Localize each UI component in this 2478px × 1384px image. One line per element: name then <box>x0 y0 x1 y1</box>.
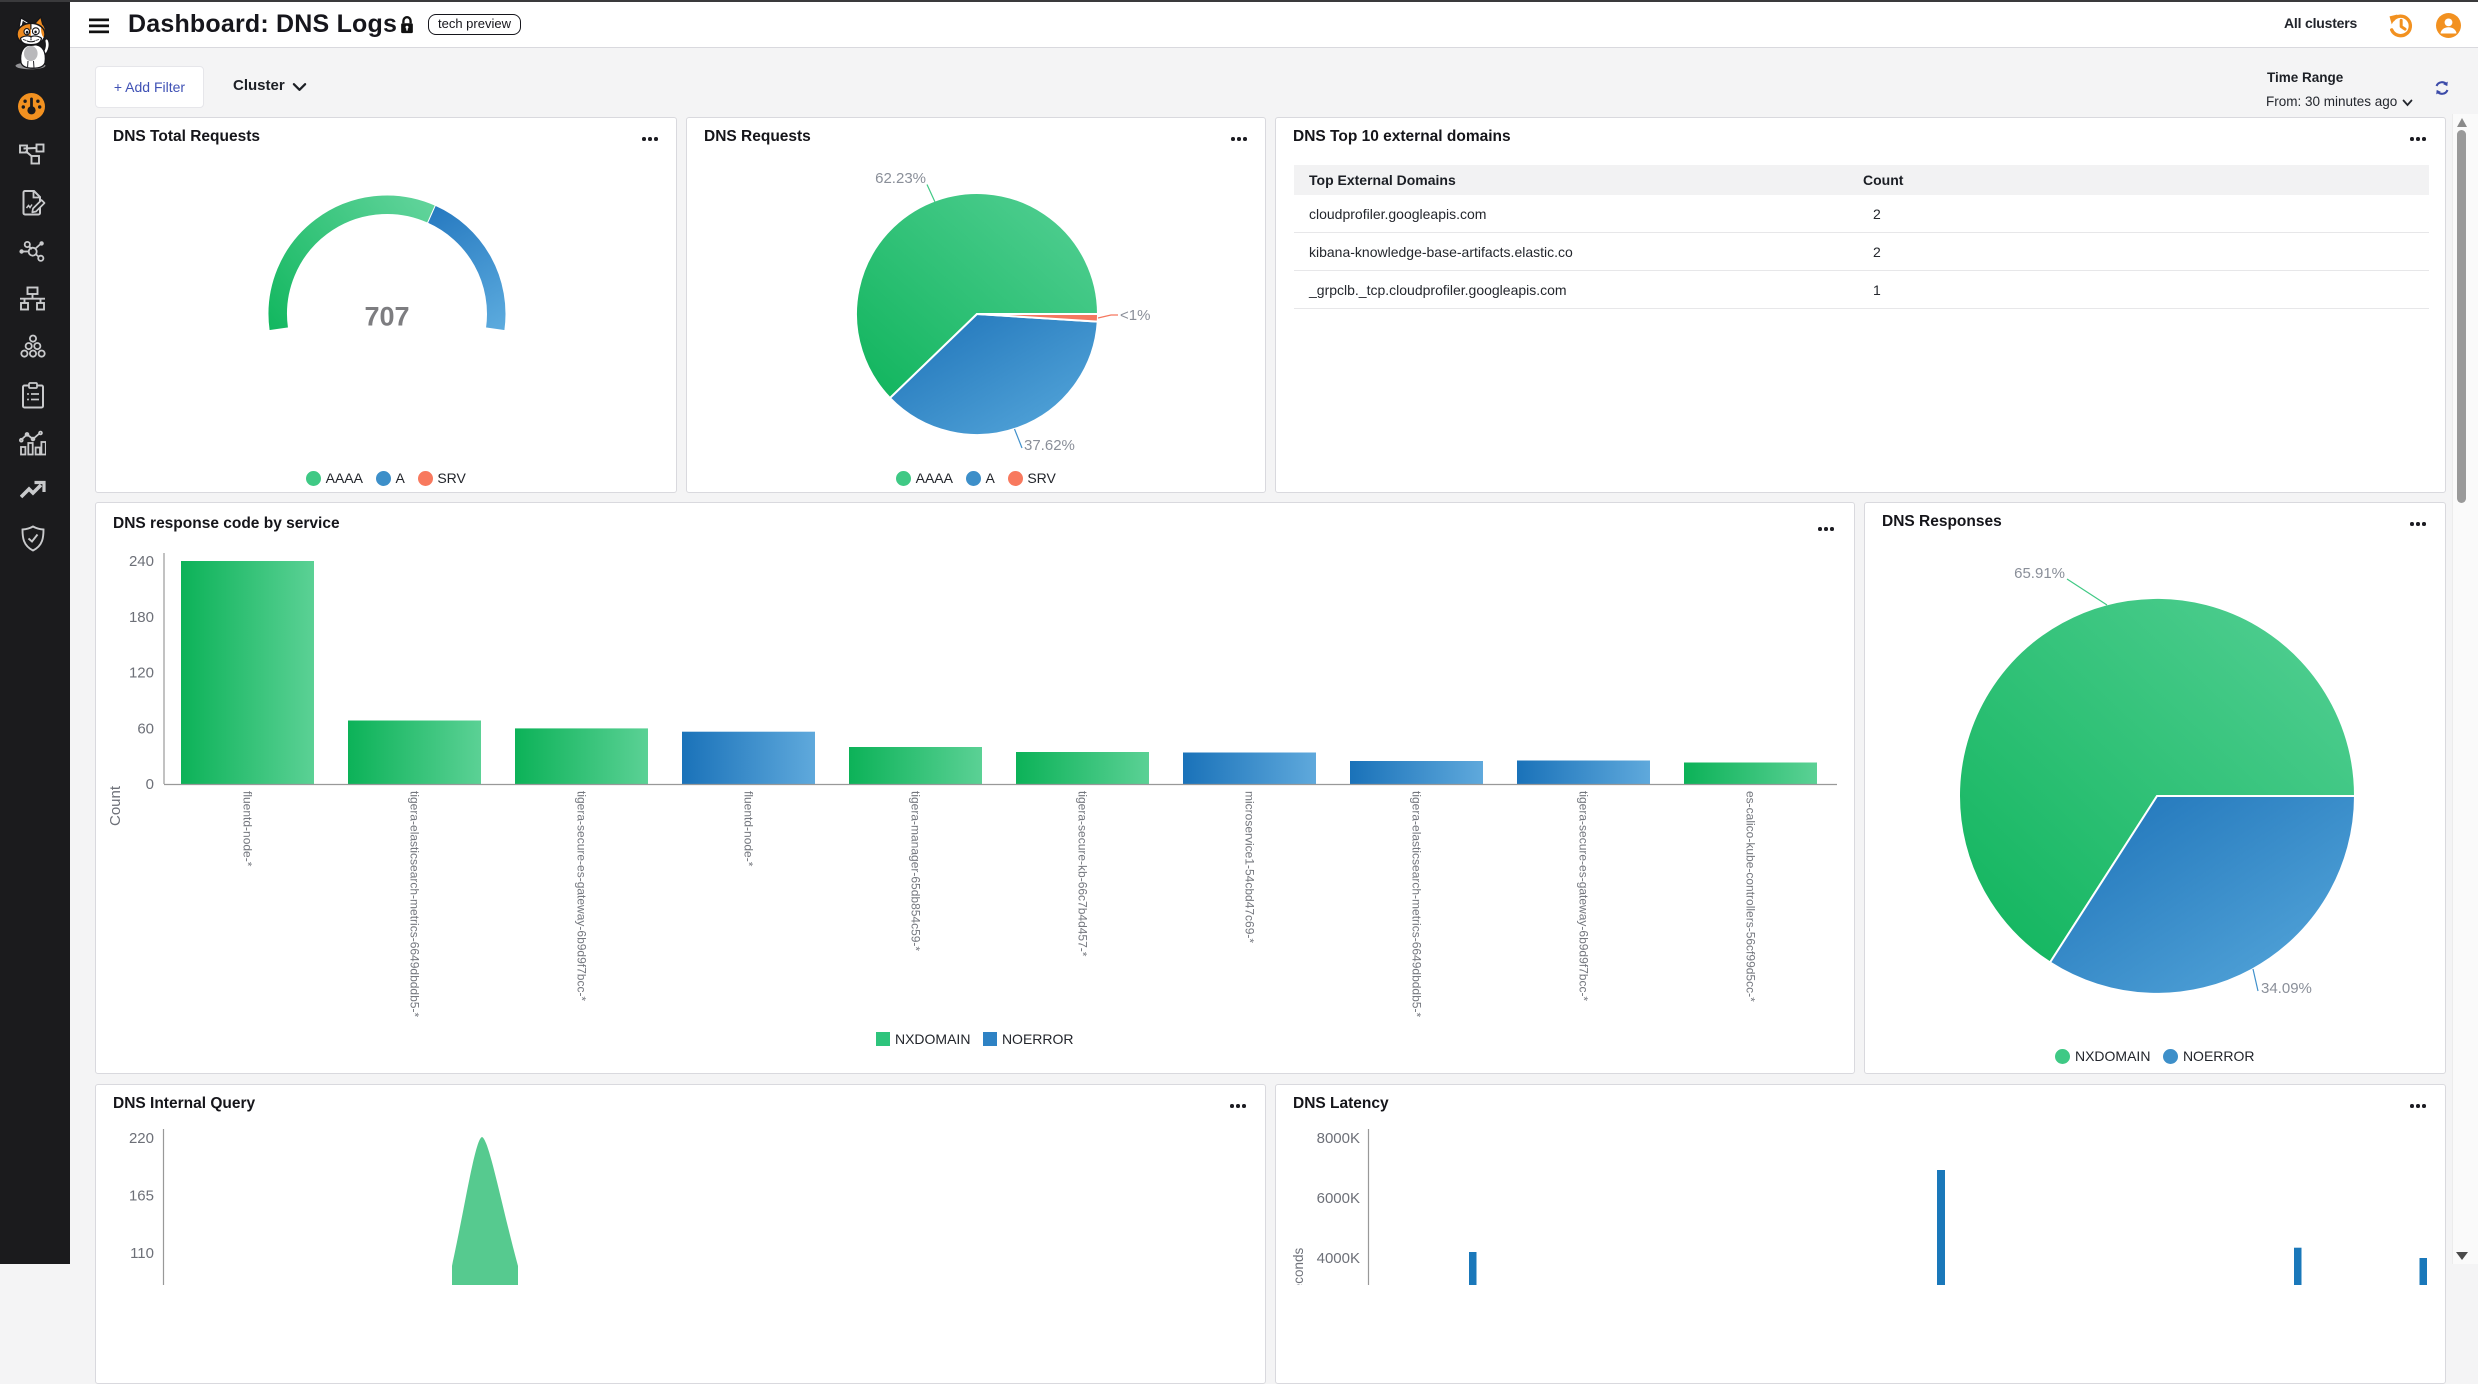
svg-text:60: 60 <box>137 720 154 737</box>
svg-text:Count: Count <box>107 785 124 826</box>
svg-text:165: 165 <box>129 1188 154 1205</box>
svg-text:180: 180 <box>129 609 154 626</box>
svg-text:707: 707 <box>364 302 409 332</box>
svg-text:es-calico-kube-controllers-56c: es-calico-kube-controllers-56cf99d5cc-* <box>1744 791 1758 1002</box>
svg-text:120: 120 <box>129 665 154 682</box>
svg-text:34.09%: 34.09% <box>2261 980 2312 997</box>
svg-text:8000K: 8000K <box>1317 1130 1360 1147</box>
svg-text:62.23%: 62.23% <box>875 170 926 187</box>
svg-text:240: 240 <box>129 553 154 570</box>
svg-text:6000K: 6000K <box>1317 1190 1360 1207</box>
svg-text:microservice1-54cbd47c69-*: microservice1-54cbd47c69-* <box>1243 791 1257 943</box>
svg-text:tigera-secure-kb-66c7b4d457-*: tigera-secure-kb-66c7b4d457-* <box>1076 791 1090 957</box>
svg-text:tigera-secure-es-gateway-6b9d9: tigera-secure-es-gateway-6b9d9f7bcc-* <box>1577 791 1591 1001</box>
svg-text:tigera-elasticsearch-metrics-6: tigera-elasticsearch-metrics-6649dbddb5-… <box>408 791 422 1017</box>
svg-text:0: 0 <box>146 776 154 793</box>
svg-text:<1%: <1% <box>1120 307 1150 324</box>
svg-text:tigera-manager-65db854c59-*: tigera-manager-65db854c59-* <box>909 791 923 951</box>
svg-text:tigera-secure-es-gateway-6b9d9: tigera-secure-es-gateway-6b9d9f7bcc-* <box>575 791 589 1001</box>
svg-text:110: 110 <box>130 1245 154 1262</box>
svg-text:220: 220 <box>129 1130 154 1147</box>
svg-text:tigera-elasticsearch-metrics-6: tigera-elasticsearch-metrics-6649dbddb5-… <box>1410 791 1424 1017</box>
svg-text:Microseconds: Microseconds <box>1291 1247 1306 1285</box>
svg-text:fluentd-node-*: fluentd-node-* <box>241 791 255 867</box>
svg-text:4000K: 4000K <box>1317 1250 1360 1267</box>
svg-text:fluentd-node-*: fluentd-node-* <box>742 791 756 867</box>
svg-text:65.91%: 65.91% <box>2014 565 2065 582</box>
svg-text:37.62%: 37.62% <box>1024 437 1075 454</box>
